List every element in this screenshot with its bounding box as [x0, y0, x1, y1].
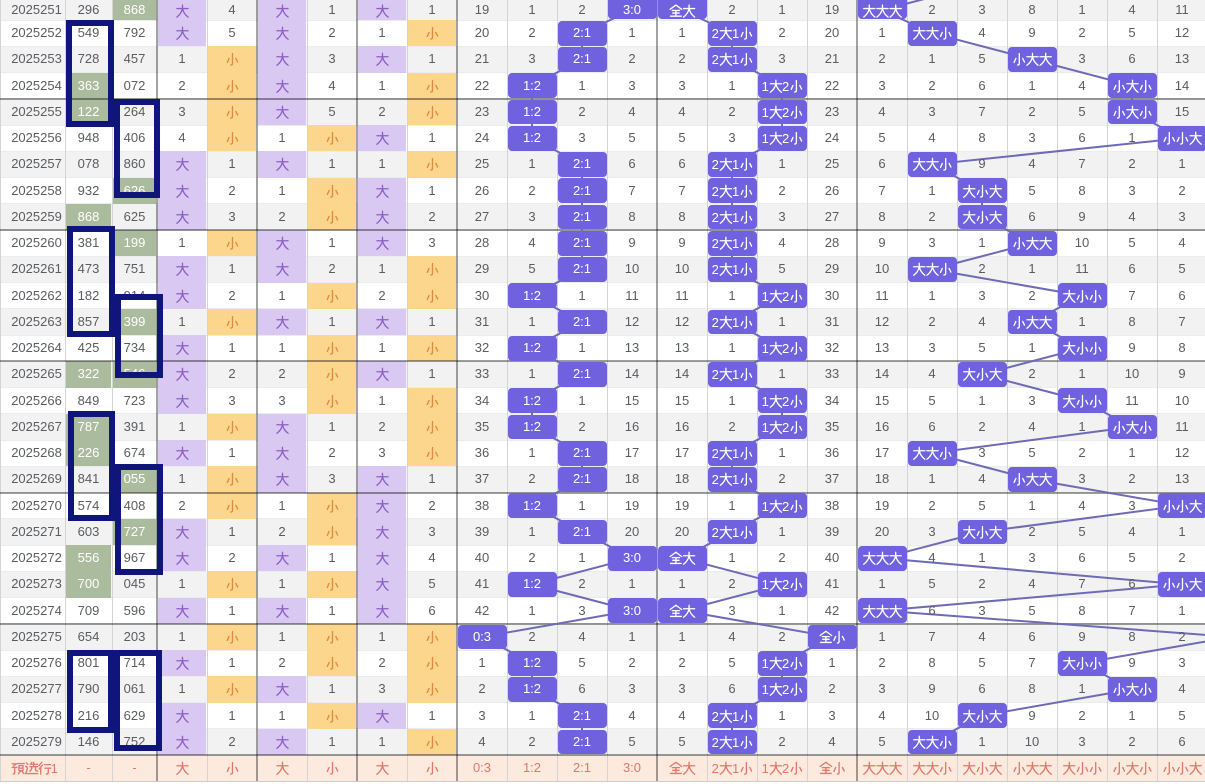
svg-text:1: 1 [732, 236, 739, 251]
svg-text:1: 1 [732, 761, 739, 776]
svg-text:1: 1 [51, 761, 58, 776]
svg-text:2: 2 [712, 262, 719, 277]
svg-text:1: 1 [732, 52, 739, 67]
svg-text:1: 1 [732, 709, 739, 724]
svg-text:2: 2 [782, 79, 789, 94]
svg-text:2: 2 [782, 105, 789, 120]
svg-text:1: 1 [732, 472, 739, 487]
svg-text:2: 2 [782, 289, 789, 304]
svg-text:2: 2 [712, 26, 719, 41]
svg-text:1: 1 [762, 656, 769, 671]
svg-text:2: 2 [782, 761, 789, 776]
svg-text:1: 1 [732, 446, 739, 461]
svg-text:1: 1 [762, 79, 769, 94]
svg-text:2: 2 [712, 761, 719, 776]
svg-text:1: 1 [762, 289, 769, 304]
svg-text:1: 1 [732, 157, 739, 172]
svg-text:1: 1 [732, 262, 739, 277]
svg-text:2: 2 [712, 367, 719, 382]
svg-text:2: 2 [712, 236, 719, 251]
svg-text:1: 1 [732, 525, 739, 540]
svg-text:2: 2 [712, 315, 719, 330]
svg-text:2: 2 [782, 682, 789, 697]
svg-text:2: 2 [712, 52, 719, 67]
svg-text:1: 1 [762, 761, 769, 776]
svg-text:2: 2 [782, 394, 789, 409]
svg-text:2: 2 [782, 341, 789, 356]
svg-text:1: 1 [762, 105, 769, 120]
svg-text:1: 1 [732, 735, 739, 750]
svg-text:2: 2 [712, 709, 719, 724]
svg-text:2: 2 [712, 525, 719, 540]
svg-text:1: 1 [732, 315, 739, 330]
svg-text:1: 1 [762, 682, 769, 697]
svg-text:1: 1 [732, 184, 739, 199]
svg-text:2: 2 [782, 577, 789, 592]
svg-text:2: 2 [712, 184, 719, 199]
svg-text:1: 1 [762, 420, 769, 435]
svg-text:1: 1 [762, 131, 769, 146]
svg-text:2: 2 [782, 131, 789, 146]
svg-text:2: 2 [712, 735, 719, 750]
svg-text:2: 2 [782, 656, 789, 671]
svg-text:2: 2 [712, 157, 719, 172]
svg-text:1: 1 [762, 577, 769, 592]
svg-text:1: 1 [762, 341, 769, 356]
svg-text:1: 1 [732, 26, 739, 41]
svg-text:2: 2 [712, 472, 719, 487]
svg-text:2: 2 [712, 210, 719, 225]
svg-text:2: 2 [712, 446, 719, 461]
svg-text:2: 2 [782, 420, 789, 435]
svg-text:2: 2 [782, 499, 789, 514]
svg-text:1: 1 [762, 499, 769, 514]
svg-text:1: 1 [732, 367, 739, 382]
svg-text:1: 1 [762, 394, 769, 409]
svg-text:1: 1 [732, 210, 739, 225]
